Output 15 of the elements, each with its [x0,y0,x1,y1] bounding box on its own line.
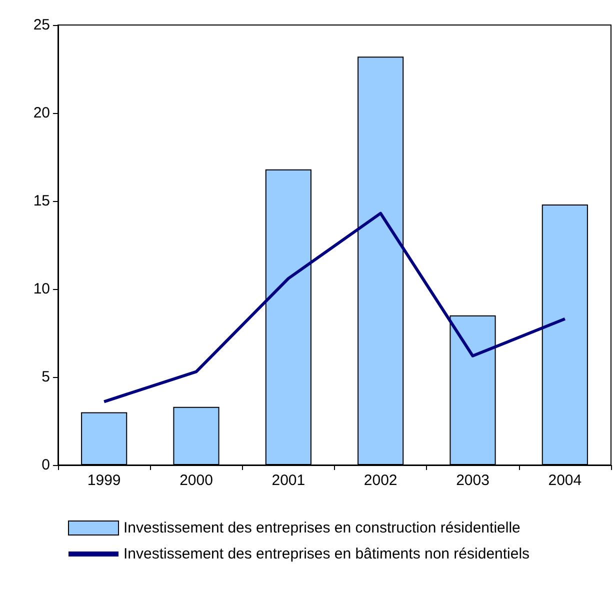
x-tick-label: 2003 [456,472,490,489]
x-tick-label: 2002 [364,472,398,489]
y-tick-label: 0 [42,456,50,474]
x-tick-label: 2000 [180,472,213,489]
y-tick-label: 5 [42,368,50,386]
x-tick-label: 2004 [548,472,582,489]
y-tick-label: 10 [33,280,50,298]
line-series [102,212,566,404]
x-tick-label: 2001 [272,472,306,489]
x-tick-label: 1999 [87,472,121,489]
legend-label: Investissement des entreprises en construction résidentielle [124,520,520,536]
y-tick-label: 15 [33,192,50,210]
y-tick-label: 25 [33,16,50,34]
legend-label: Investissement des entreprises en bâtiments non résidentiels [124,546,530,562]
y-tick-label: 20 [33,104,50,122]
